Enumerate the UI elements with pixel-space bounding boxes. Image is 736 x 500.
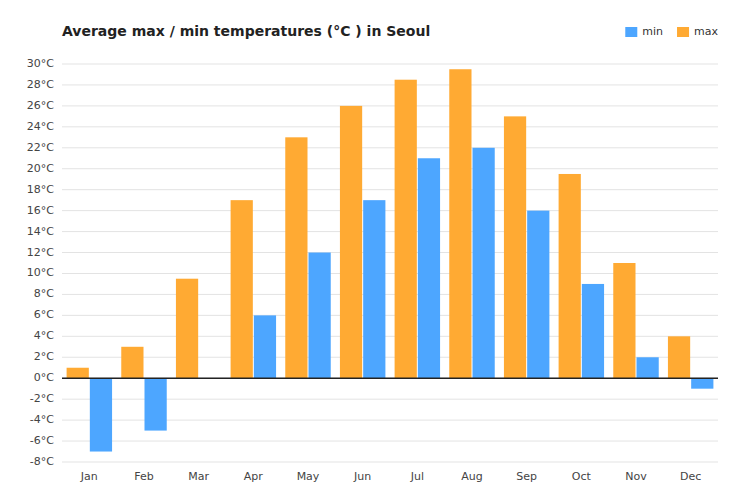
y-tick-label: 4°C [34, 329, 54, 342]
x-tick-label: Mar [188, 470, 209, 483]
y-tick-label: 28°C [27, 78, 54, 91]
bar [668, 336, 690, 378]
y-tick-label: 12°C [27, 246, 54, 259]
grid-line [62, 126, 718, 127]
y-tick-label: 16°C [27, 204, 54, 217]
bar [309, 253, 331, 379]
legend-label: max [694, 25, 718, 38]
x-tick-label: May [297, 470, 320, 483]
x-tick-label: Oct [572, 470, 592, 483]
legend-label: min [642, 25, 663, 38]
y-tick-label: 22°C [27, 141, 54, 154]
bar [449, 69, 471, 378]
bar [254, 315, 276, 378]
grid-line [62, 210, 718, 211]
y-axis: -8°C -6°C -4°C -2°C 0°C 2°C 4°C 6°C 8°C 10°C 12°C 1… [27, 57, 718, 468]
grid-line [62, 462, 718, 463]
chart-container: -8°C -6°C -4°C -2°C 0°C 2°C 4°C 6°C 8°C 10°C 12°C 1… [0, 0, 736, 500]
grid-line [62, 252, 718, 253]
y-tick-label: -4°C [30, 413, 54, 426]
legend-item: min [625, 25, 663, 38]
bar [145, 378, 167, 430]
x-tick-label: Apr [244, 470, 264, 483]
y-tick-label: 18°C [27, 183, 54, 196]
grid-line [62, 64, 718, 65]
bar [90, 378, 112, 451]
bar [231, 200, 253, 378]
y-tick-label: 30°C [27, 57, 54, 70]
bar [613, 263, 635, 378]
bar [559, 174, 581, 378]
y-tick-label: 26°C [27, 99, 54, 112]
title: Average max / min temperatures (°C ) in … [62, 23, 430, 39]
x-tick-label: Dec [680, 470, 701, 483]
legend-swatch [677, 27, 689, 37]
bar [504, 116, 526, 378]
grid-line [62, 105, 718, 106]
bar [363, 200, 385, 378]
x-tick-label: Jun [353, 470, 371, 483]
bar [67, 368, 89, 378]
x-tick-label: Jan [80, 470, 98, 483]
y-tick-label: -6°C [30, 434, 54, 447]
y-tick-label: -8°C [30, 455, 54, 468]
y-tick-label: 20°C [27, 162, 54, 175]
background [0, 0, 736, 500]
bars [67, 69, 714, 451]
bar [691, 378, 713, 388]
grid-line [62, 147, 718, 148]
grid-line [62, 441, 718, 442]
y-tick-label: 6°C [34, 308, 54, 321]
baseline [62, 377, 718, 379]
grid-line [62, 189, 718, 190]
bar [285, 137, 307, 378]
x-tick-label: Sep [516, 470, 537, 483]
bar [340, 106, 362, 378]
y-tick-label: 24°C [27, 120, 54, 133]
y-tick-label: 2°C [34, 350, 54, 363]
bar [176, 279, 198, 379]
legend: min max [625, 25, 718, 38]
x-tick-label: Feb [134, 470, 153, 483]
legend-item: max [677, 25, 718, 38]
legend-swatch [625, 27, 637, 37]
grid-line [62, 378, 718, 379]
y-tick-label: 0°C [34, 371, 54, 384]
y-tick-label: 10°C [27, 266, 54, 279]
bar [473, 148, 495, 378]
y-tick-label: -2°C [30, 392, 54, 405]
chart: -8°C -6°C -4°C -2°C 0°C 2°C 4°C 6°C 8°C 10°C 12°C 1… [0, 0, 736, 500]
x-tick-label: Nov [625, 470, 647, 483]
grid-line [62, 231, 718, 232]
bar [395, 80, 417, 379]
x-axis: Jan Feb Mar Apr May Jun Jul Aug Sep Oct Nov Dec [80, 470, 701, 483]
grid-line [62, 84, 718, 85]
x-tick-label: Aug [461, 470, 482, 483]
bar [121, 347, 143, 378]
bar [418, 158, 440, 378]
bar [582, 284, 604, 378]
bar [527, 211, 549, 379]
y-tick-label: 8°C [34, 287, 54, 300]
bar [637, 357, 659, 378]
x-tick-label: Jul [410, 470, 424, 483]
y-tick-label: 14°C [27, 225, 54, 238]
grid-line [62, 168, 718, 169]
